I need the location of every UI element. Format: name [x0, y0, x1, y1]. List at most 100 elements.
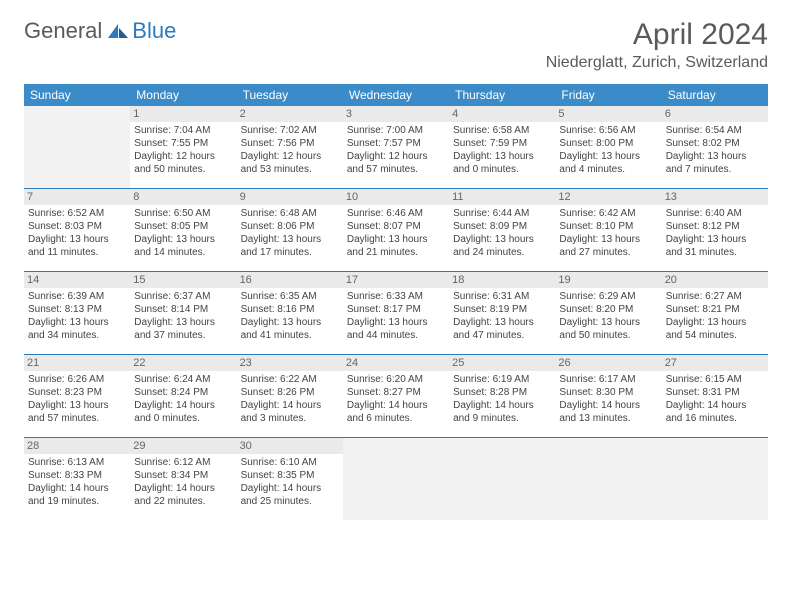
sunset-text: Sunset: 8:24 PM — [134, 386, 232, 399]
dow-sunday: Sunday — [24, 84, 130, 106]
sunset-text: Sunset: 8:17 PM — [347, 303, 445, 316]
daylight-text: and 3 minutes. — [241, 412, 339, 425]
daylight-text: Daylight: 13 hours — [666, 316, 764, 329]
daylight-text: Daylight: 13 hours — [559, 233, 657, 246]
daylight-text: and 6 minutes. — [347, 412, 445, 425]
sunrise-text: Sunrise: 6:56 AM — [559, 124, 657, 137]
day-number: 30 — [237, 438, 343, 454]
dow-wednesday: Wednesday — [343, 84, 449, 106]
daylight-text: Daylight: 13 hours — [28, 399, 126, 412]
daylight-text: and 17 minutes. — [241, 246, 339, 259]
week-row: 1Sunrise: 7:04 AMSunset: 7:55 PMDaylight… — [24, 106, 768, 189]
daylight-text: Daylight: 14 hours — [134, 482, 232, 495]
daylight-text: Daylight: 13 hours — [453, 150, 551, 163]
daylight-text: and 57 minutes. — [347, 163, 445, 176]
daylight-text: and 53 minutes. — [241, 163, 339, 176]
sunrise-text: Sunrise: 6:37 AM — [134, 290, 232, 303]
brand-logo: General Blue — [24, 18, 176, 44]
sunset-text: Sunset: 8:06 PM — [241, 220, 339, 233]
day-number: 24 — [343, 355, 449, 371]
dow-thursday: Thursday — [449, 84, 555, 106]
daylight-text: and 31 minutes. — [666, 246, 764, 259]
day-number: 15 — [130, 272, 236, 288]
sunrise-text: Sunrise: 6:42 AM — [559, 207, 657, 220]
sunrise-text: Sunrise: 6:48 AM — [241, 207, 339, 220]
daylight-text: and 41 minutes. — [241, 329, 339, 342]
daylight-text: Daylight: 13 hours — [241, 316, 339, 329]
daylight-text: and 11 minutes. — [28, 246, 126, 259]
daylight-text: Daylight: 13 hours — [134, 316, 232, 329]
sunrise-text: Sunrise: 6:15 AM — [666, 373, 764, 386]
sunset-text: Sunset: 8:30 PM — [559, 386, 657, 399]
week-row: 7Sunrise: 6:52 AMSunset: 8:03 PMDaylight… — [24, 189, 768, 272]
daylight-text: and 7 minutes. — [666, 163, 764, 176]
daylight-text: and 25 minutes. — [241, 495, 339, 508]
day-cell: 27Sunrise: 6:15 AMSunset: 8:31 PMDayligh… — [662, 355, 768, 437]
day-cell: 1Sunrise: 7:04 AMSunset: 7:55 PMDaylight… — [130, 106, 236, 188]
sunset-text: Sunset: 8:07 PM — [347, 220, 445, 233]
month-title: April 2024 — [546, 18, 768, 52]
sunrise-text: Sunrise: 7:00 AM — [347, 124, 445, 137]
daylight-text: and 37 minutes. — [134, 329, 232, 342]
day-cell: 20Sunrise: 6:27 AMSunset: 8:21 PMDayligh… — [662, 272, 768, 354]
week-row: 14Sunrise: 6:39 AMSunset: 8:13 PMDayligh… — [24, 272, 768, 355]
sunset-text: Sunset: 8:21 PM — [666, 303, 764, 316]
header: General Blue April 2024 Niederglatt, Zur… — [24, 18, 768, 72]
day-number: 12 — [555, 189, 661, 205]
brand-part2: Blue — [132, 18, 176, 44]
day-cell: 10Sunrise: 6:46 AMSunset: 8:07 PMDayligh… — [343, 189, 449, 271]
day-number: 5 — [555, 106, 661, 122]
day-cell: 6Sunrise: 6:54 AMSunset: 8:02 PMDaylight… — [662, 106, 768, 188]
sunset-text: Sunset: 8:16 PM — [241, 303, 339, 316]
daylight-text: and 50 minutes. — [134, 163, 232, 176]
day-number: 13 — [662, 189, 768, 205]
day-number: 27 — [662, 355, 768, 371]
day-cell: 2Sunrise: 7:02 AMSunset: 7:56 PMDaylight… — [237, 106, 343, 188]
daylight-text: Daylight: 13 hours — [559, 150, 657, 163]
daylight-text: Daylight: 14 hours — [28, 482, 126, 495]
day-number: 19 — [555, 272, 661, 288]
sunset-text: Sunset: 8:27 PM — [347, 386, 445, 399]
daylight-text: and 22 minutes. — [134, 495, 232, 508]
day-number: 3 — [343, 106, 449, 122]
day-number: 21 — [24, 355, 130, 371]
daylight-text: Daylight: 14 hours — [241, 399, 339, 412]
day-cell: 22Sunrise: 6:24 AMSunset: 8:24 PMDayligh… — [130, 355, 236, 437]
sunset-text: Sunset: 8:09 PM — [453, 220, 551, 233]
sunrise-text: Sunrise: 6:46 AM — [347, 207, 445, 220]
daylight-text: and 0 minutes. — [134, 412, 232, 425]
day-number: 26 — [555, 355, 661, 371]
sunset-text: Sunset: 8:34 PM — [134, 469, 232, 482]
day-cell: 4Sunrise: 6:58 AMSunset: 7:59 PMDaylight… — [449, 106, 555, 188]
daylight-text: and 19 minutes. — [28, 495, 126, 508]
daylight-text: and 16 minutes. — [666, 412, 764, 425]
sunrise-text: Sunrise: 6:50 AM — [134, 207, 232, 220]
sunrise-text: Sunrise: 6:33 AM — [347, 290, 445, 303]
daylight-text: Daylight: 13 hours — [666, 150, 764, 163]
day-empty — [662, 438, 768, 520]
daylight-text: and 13 minutes. — [559, 412, 657, 425]
sunrise-text: Sunrise: 7:04 AM — [134, 124, 232, 137]
daylight-text: Daylight: 12 hours — [134, 150, 232, 163]
daylight-text: Daylight: 13 hours — [28, 233, 126, 246]
day-empty — [449, 438, 555, 520]
day-cell: 3Sunrise: 7:00 AMSunset: 7:57 PMDaylight… — [343, 106, 449, 188]
daylight-text: and 27 minutes. — [559, 246, 657, 259]
sunset-text: Sunset: 8:23 PM — [28, 386, 126, 399]
day-cell: 30Sunrise: 6:10 AMSunset: 8:35 PMDayligh… — [237, 438, 343, 520]
day-number: 10 — [343, 189, 449, 205]
day-cell: 19Sunrise: 6:29 AMSunset: 8:20 PMDayligh… — [555, 272, 661, 354]
location-text: Niederglatt, Zurich, Switzerland — [546, 54, 768, 72]
sunrise-text: Sunrise: 6:13 AM — [28, 456, 126, 469]
day-number: 16 — [237, 272, 343, 288]
daylight-text: and 54 minutes. — [666, 329, 764, 342]
day-number: 23 — [237, 355, 343, 371]
sail-icon — [106, 22, 130, 40]
day-number: 1 — [130, 106, 236, 122]
daylight-text: Daylight: 14 hours — [241, 482, 339, 495]
daylight-text: Daylight: 13 hours — [666, 233, 764, 246]
sunset-text: Sunset: 8:14 PM — [134, 303, 232, 316]
sunrise-text: Sunrise: 6:31 AM — [453, 290, 551, 303]
daylight-text: Daylight: 13 hours — [28, 316, 126, 329]
sunrise-text: Sunrise: 6:35 AM — [241, 290, 339, 303]
